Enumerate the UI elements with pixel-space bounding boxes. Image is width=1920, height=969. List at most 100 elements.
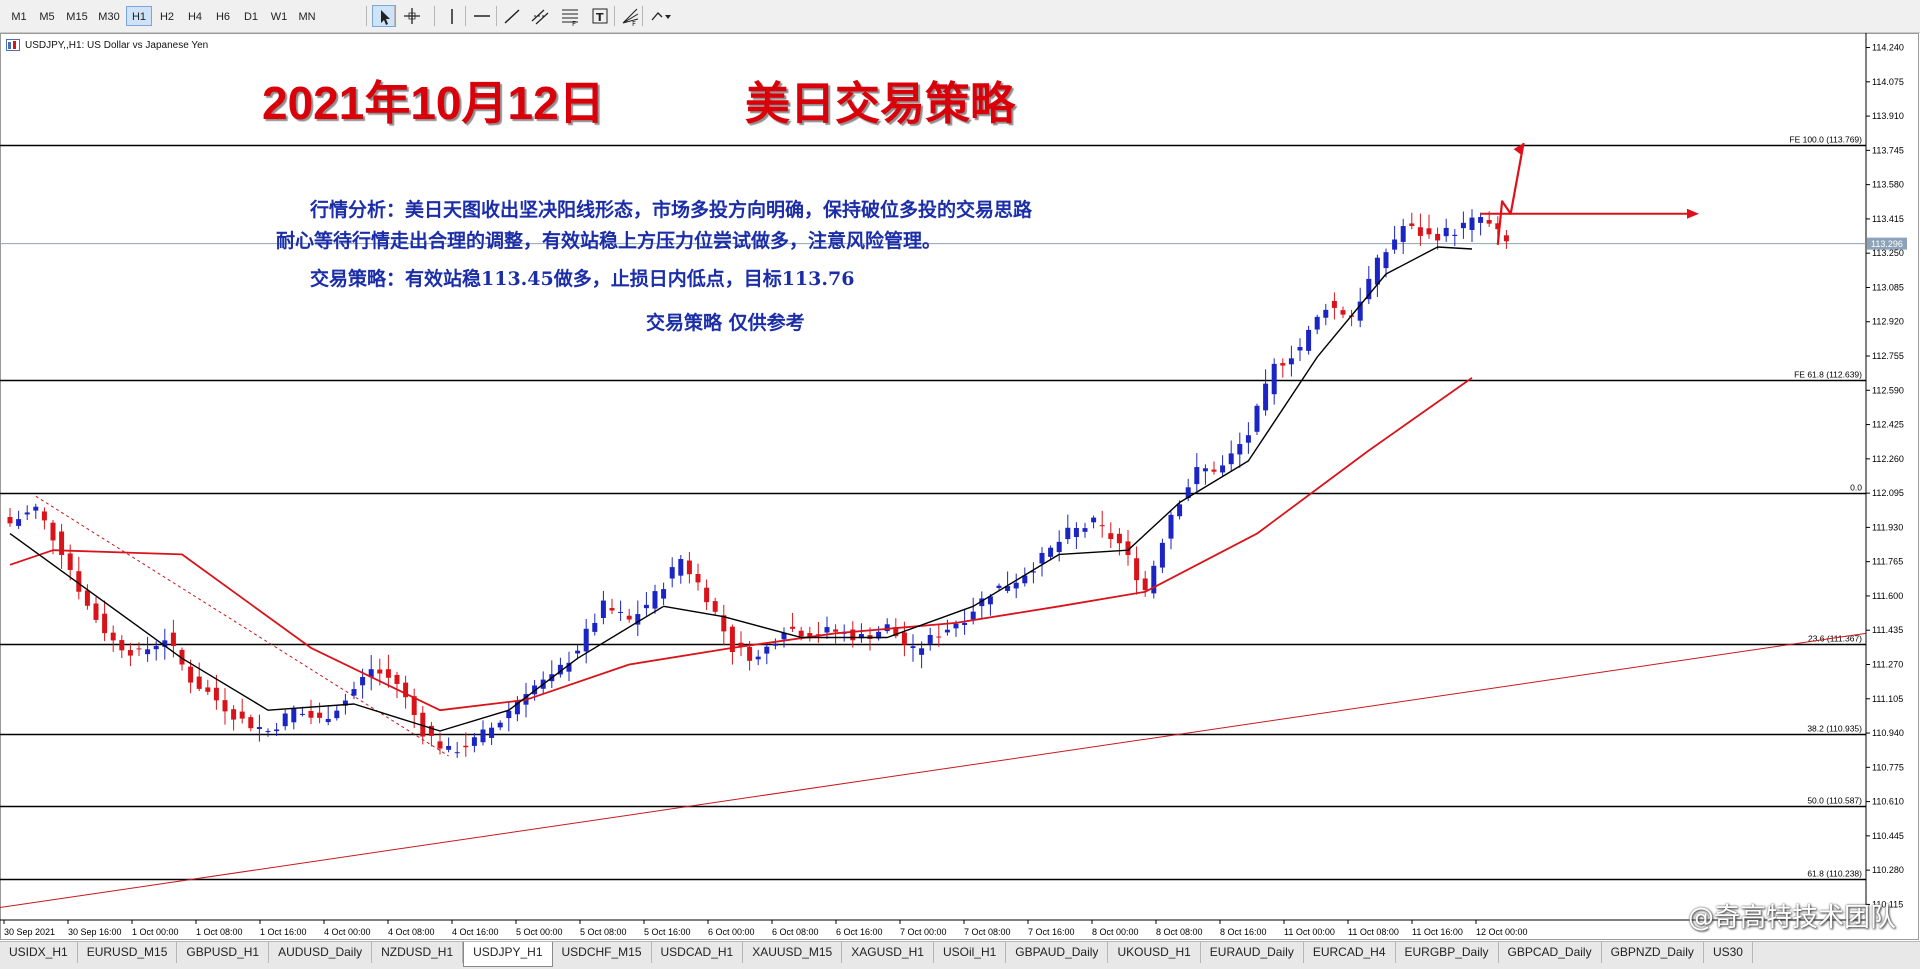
toolbar-separator [496, 6, 497, 26]
candle-body [489, 727, 495, 738]
candle-body [755, 656, 761, 660]
cursor-tool[interactable] [372, 5, 396, 27]
candle-body [411, 696, 417, 716]
candle-body [368, 669, 374, 678]
candle-body [93, 603, 99, 620]
candle-body [1486, 220, 1492, 224]
timeframe-button-h4[interactable]: H4 [187, 11, 203, 23]
chart-tab-euraud-daily[interactable]: EURAUD_Daily [1201, 942, 1304, 963]
timeframe-button-h2[interactable]: H2 [159, 11, 175, 23]
equidistant-channel-icon [531, 9, 549, 25]
chart-tab-gbpnzd-daily[interactable]: GBPNZD_Daily [1602, 942, 1704, 963]
fibo-level-label: FE 61.8 (112.639) [1794, 370, 1862, 380]
title-pair: 美日交易策略 [745, 77, 1016, 130]
chart-tab-usoil-h1[interactable]: USOil_H1 [934, 942, 1007, 963]
candle-body [1194, 467, 1200, 485]
price-tick-label: 110.610 [1872, 797, 1904, 807]
price-tick-label: 112.590 [1872, 385, 1904, 395]
chart-tab-usdchf-m15[interactable]: USDCHF_M15 [553, 942, 652, 963]
fibonacci-fan-tool[interactable]: F [618, 5, 642, 28]
candle-body [953, 623, 959, 629]
crosshair-tool[interactable] [400, 5, 424, 27]
timeframe-button-d1[interactable]: D1 [243, 11, 259, 23]
trend-line-tool[interactable] [500, 5, 524, 27]
candle-body [1125, 541, 1131, 556]
candle-body [514, 700, 520, 715]
candle-body [1383, 252, 1389, 269]
candle-body [127, 650, 133, 656]
chart-tab-usidx-h1[interactable]: USIDX_H1 [0, 942, 78, 963]
candle-body [205, 687, 211, 692]
candle-body [506, 710, 512, 719]
price-tick-label: 114.075 [1872, 77, 1904, 87]
candle-body [609, 608, 615, 611]
candle-body [342, 700, 348, 706]
candle-body [471, 737, 477, 746]
chart-window-icon [6, 39, 20, 51]
chart-tab-usdjpy-h1[interactable]: USDJPY_H1 [463, 942, 553, 967]
price-tick-label: 111.270 [1872, 659, 1903, 669]
time-tick-label: 4 Oct 00:00 [324, 927, 371, 937]
candle-body [50, 522, 56, 541]
timeframe-button-m5[interactable]: M5 [39, 11, 55, 23]
timeframe-button-m15[interactable]: M15 [66, 11, 88, 23]
candle-body [428, 725, 434, 736]
chart-tab-gbpusd-h1[interactable]: GBPUSD_H1 [177, 942, 270, 963]
candle-body [704, 587, 710, 603]
fibo-level-label: 50.0 (110.587) [1807, 796, 1862, 806]
time-tick-label: 8 Oct 08:00 [1156, 927, 1203, 937]
timeframe-button-h6[interactable]: H6 [215, 11, 231, 23]
timeframe-button-mn[interactable]: MN [298, 11, 316, 23]
fibonacci-retracement-icon: F [562, 9, 578, 28]
price-chart[interactable]: FE 100.0 (113.769) FE 61.8 (112.639) 0.0 23… [0, 33, 1920, 941]
chart-tab-xauusd-m15[interactable]: XAUUSD_M15 [743, 942, 843, 963]
chart-tab-gbpcad-daily[interactable]: GBPCAD_Daily [1499, 942, 1602, 963]
text-label-tool[interactable]: T [588, 5, 612, 27]
shapes-menu-tool[interactable] [648, 5, 678, 27]
candle-body [1469, 217, 1475, 230]
candle-body [678, 559, 684, 576]
candle-body [317, 712, 323, 718]
price-tick-label: 112.920 [1872, 317, 1904, 327]
timeframe-button-w1[interactable]: W1 [270, 11, 288, 23]
candle-body [265, 731, 271, 733]
candle-body [1417, 227, 1423, 236]
fibonacci-retracement-tool[interactable]: F [558, 5, 582, 28]
chart-tabs: USIDX_H1 EURUSD_M15 GBPUSD_H1 AUDUSD_Daily N… [0, 941, 1920, 969]
candle-body [1177, 504, 1183, 517]
vertical-line-tool[interactable] [440, 5, 464, 27]
chart-window[interactable]: USDJPY,,H1: US Dollar vs Japanese Yen FE… [0, 33, 1920, 941]
time-tick-label: 7 Oct 00:00 [900, 927, 947, 937]
candle-body [970, 611, 976, 620]
current-price-box [1867, 237, 1907, 250]
time-tick-label: 8 Oct 00:00 [1092, 927, 1139, 937]
time-tick-label: 30 Sep 16:00 [68, 927, 122, 937]
chart-tab-xagusd-h1[interactable]: XAGUSD_H1 [842, 942, 934, 963]
chart-tab-eurgbp-daily[interactable]: EURGBP_Daily [1396, 942, 1499, 963]
crosshair-icon [404, 8, 420, 24]
time-tick-label: 11 Oct 08:00 [1348, 927, 1399, 937]
candle-body [790, 626, 796, 629]
fibonacci-fan-icon: F [622, 8, 639, 28]
chart-tab-usdcad-h1[interactable]: USDCAD_H1 [652, 942, 744, 963]
candle-body [16, 519, 22, 526]
candle-body [987, 596, 993, 605]
chart-tab-eurusd-m15[interactable]: EURUSD_M15 [78, 942, 178, 963]
candle-body [1056, 541, 1062, 553]
candle-body [592, 622, 598, 632]
horizontal-line-tool[interactable] [470, 5, 494, 27]
chart-tab-eurcad-h4[interactable]: EURCAD_H4 [1304, 942, 1396, 963]
candle-body [815, 634, 821, 636]
chart-tab-nzdusd-h1[interactable]: NZDUSD_H1 [372, 942, 464, 963]
timeframe-button-h1[interactable]: H1 [126, 6, 152, 26]
equidistant-channel-tool[interactable] [528, 5, 552, 27]
chart-tab-gbpaud-daily[interactable]: GBPAUD_Daily [1006, 942, 1109, 963]
timeframe-button-m30[interactable]: M30 [98, 11, 120, 23]
timeframe-button-m1[interactable]: M1 [11, 11, 27, 23]
chart-tab-ukousd-h1[interactable]: UKOUSD_H1 [1108, 942, 1201, 963]
chart-tab-audusd-daily[interactable]: AUDUSD_Daily [269, 942, 373, 963]
price-tick-label: 113.250 [1872, 248, 1904, 258]
price-tick-label: 110.445 [1872, 831, 1904, 841]
toolbar-separator [366, 6, 367, 26]
chart-tab-us30[interactable]: US30 [1704, 942, 1753, 963]
